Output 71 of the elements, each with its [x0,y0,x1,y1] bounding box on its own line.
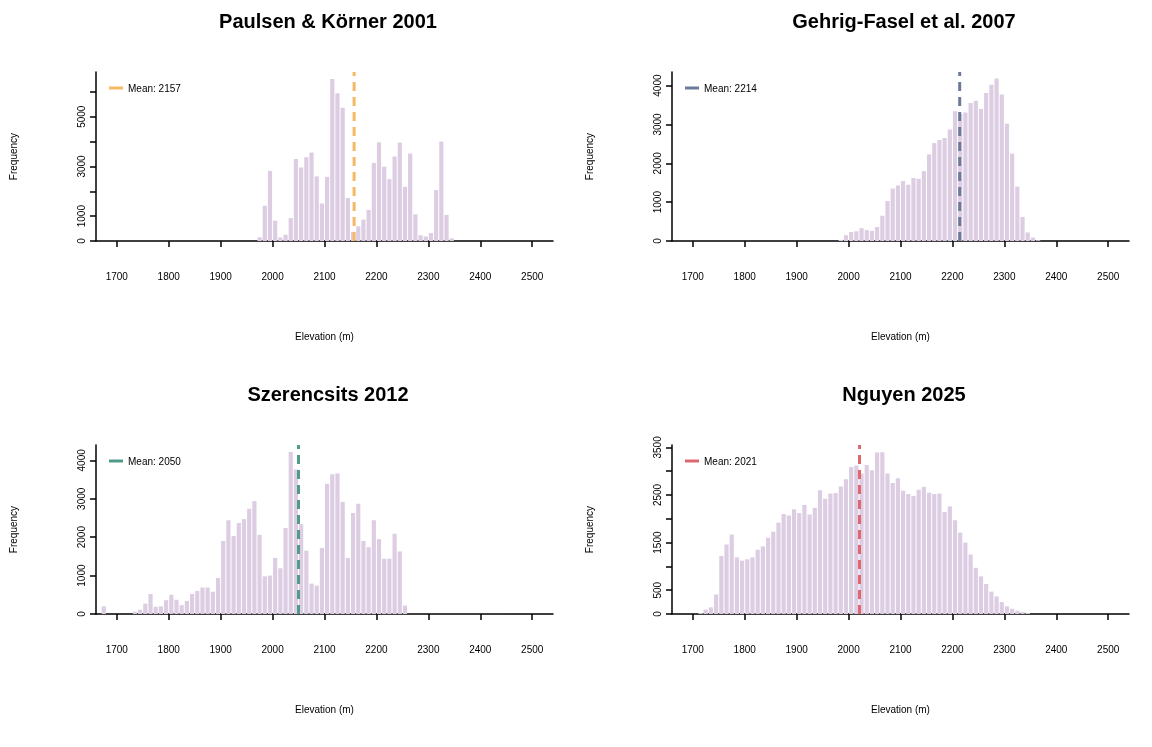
y-tick-label: 0 [651,610,663,617]
x-tick-label: 2200 [365,270,388,282]
x-tick-label: 2400 [1045,643,1068,655]
y-axis-title: Frequency [583,132,595,181]
x-tick-label: 2000 [261,643,285,655]
x-tick-label: 1800 [157,270,181,282]
x-tick-label: 1900 [785,270,809,282]
x-tick-label: 2400 [469,643,492,655]
y-tick-label: 3000 [75,154,87,178]
y-tick-label: 2000 [651,151,663,175]
x-tick-label: 1800 [733,643,757,655]
x-tick-label: 1700 [681,270,705,282]
x-tick-label: 2000 [837,643,861,655]
x-tick-label: 1900 [209,270,233,282]
y-tick-label: 4000 [75,448,87,472]
y-tick-label: 0 [75,237,87,244]
x-tick-label: 1800 [733,270,757,282]
x-axis-title: Elevation (m) [871,703,930,715]
x-tick-label: 2300 [993,643,1016,655]
chart-title: Gehrig-Fasel et al. 2007 [792,10,1016,32]
y-tick-label: 3000 [75,487,87,510]
y-axis-title: Frequency [7,132,19,181]
x-tick-label: 2000 [837,270,861,282]
legend-label: Mean: 2214 [704,82,758,94]
legend-label: Mean: 2021 [704,455,758,467]
x-tick-label: 2300 [993,270,1016,282]
x-tick-label: 2500 [1097,643,1120,655]
x-tick-label: 2000 [261,270,285,282]
x-tick-label: 2100 [313,643,337,655]
y-tick-label: 1000 [75,564,87,587]
x-tick-label: 1900 [785,643,809,655]
x-tick-label: 2500 [521,270,544,282]
y-tick-label: 500 [651,581,663,599]
legend-label: Mean: 2050 [128,455,182,467]
x-tick-label: 2100 [889,270,913,282]
chart-title: Paulsen & Körner 2001 [219,10,437,32]
y-axis-title: Frequency [583,505,595,554]
y-tick-label: 1000 [651,190,663,214]
x-tick-label: 2200 [941,643,964,655]
x-tick-label: 2300 [417,270,440,282]
x-tick-label: 1700 [681,643,705,655]
x-tick-label: 2100 [889,643,913,655]
x-tick-label: 2400 [1045,270,1068,282]
y-tick-label: 3000 [651,112,663,136]
legend-label: Mean: 2157 [128,82,182,94]
y-tick-label: 4000 [651,74,663,97]
x-tick-label: 2500 [521,643,544,655]
x-tick-label: 2100 [313,270,337,282]
x-tick-label: 2300 [417,643,440,655]
chart-title: Szerencsits 2012 [247,383,409,405]
y-tick-label: 5000 [75,105,87,128]
y-tick-label: 1500 [651,531,663,554]
y-axis-title: Frequency [7,505,19,554]
y-tick-label: 2000 [75,525,87,549]
chart-title: Nguyen 2025 [842,383,966,405]
x-tick-label: 2200 [941,270,964,282]
y-tick-label: 2500 [651,483,663,507]
y-tick-label: 0 [651,237,663,244]
x-tick-label: 2400 [469,270,492,282]
y-tick-label: 3500 [651,435,663,459]
x-tick-label: 1800 [157,643,181,655]
x-tick-label: 1900 [209,643,233,655]
x-axis-title: Elevation (m) [871,330,930,342]
y-tick-label: 1000 [75,204,87,228]
x-tick-label: 1700 [105,270,129,282]
x-tick-label: 2200 [365,643,388,655]
x-axis-title: Elevation (m) [295,703,354,715]
y-tick-label: 0 [75,610,87,617]
x-axis-title: Elevation (m) [295,330,354,342]
x-tick-label: 1700 [105,643,129,655]
x-tick-label: 2500 [1097,270,1120,282]
